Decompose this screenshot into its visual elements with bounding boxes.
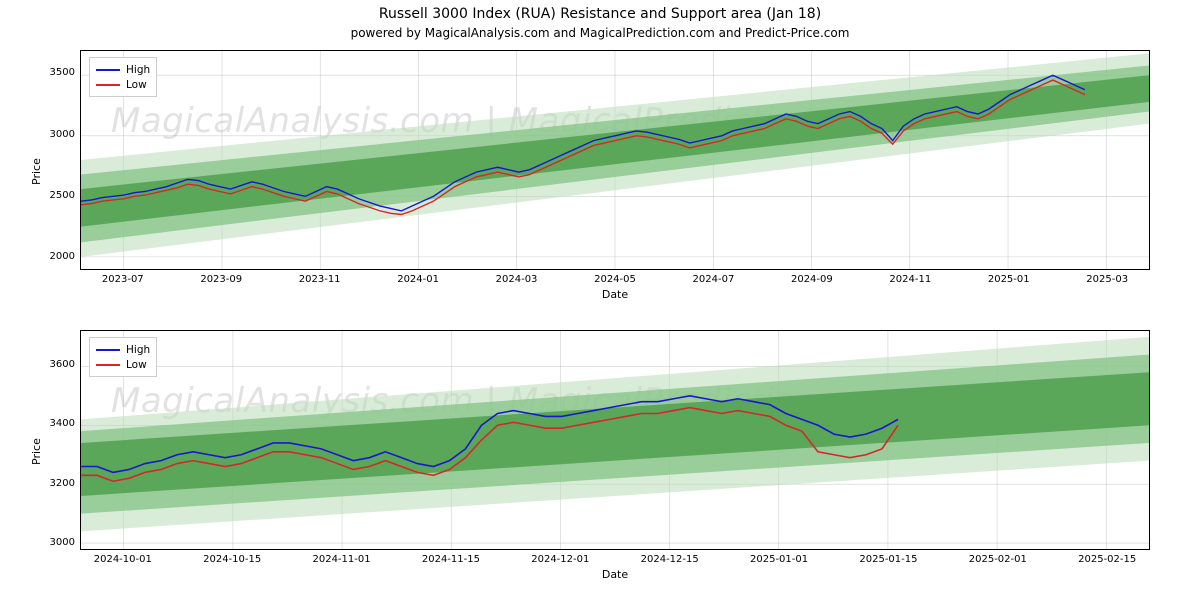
chart-subtitle: powered by MagicalAnalysis.com and Magic… — [0, 26, 1200, 40]
xtick-label: 2024-03 — [477, 274, 557, 285]
legend-swatch-low — [96, 84, 120, 86]
legend: High Low — [89, 337, 157, 377]
chart-title: Russell 3000 Index (RUA) Resistance and … — [0, 6, 1200, 22]
legend-label-low: Low — [126, 79, 147, 91]
legend-item-high: High — [96, 62, 150, 77]
legend-swatch-low — [96, 364, 120, 366]
legend: High Low — [89, 57, 157, 97]
xtick-label: 2024-12-15 — [630, 554, 710, 565]
xtick-label: 2024-09 — [772, 274, 852, 285]
xtick-label: 2023-09 — [181, 274, 261, 285]
xtick-label: 2025-02-01 — [958, 554, 1038, 565]
xtick-label: 2024-10-15 — [192, 554, 272, 565]
xtick-label: 2024-11-01 — [302, 554, 382, 565]
xtick-label: 2023-11 — [280, 274, 360, 285]
xtick-label: 2024-11-15 — [411, 554, 491, 565]
legend-label-low: Low — [126, 359, 147, 371]
ylabel-top: Price — [30, 158, 43, 185]
plot-svg-top — [81, 51, 1149, 269]
legend-label-high: High — [126, 344, 150, 356]
xtick-label: 2025-01-01 — [739, 554, 819, 565]
legend-label-high: High — [126, 64, 150, 76]
xlabel-top: Date — [80, 288, 1150, 301]
xtick-label: 2024-11 — [870, 274, 950, 285]
legend-item-low: Low — [96, 357, 150, 372]
xtick-label: 2025-01-15 — [848, 554, 928, 565]
figure-root: Russell 3000 Index (RUA) Resistance and … — [0, 0, 1200, 600]
legend-swatch-high — [96, 349, 120, 351]
xtick-label: 2024-01 — [378, 274, 458, 285]
ytick-label: 3600 — [35, 359, 75, 370]
xtick-label: 2024-07 — [673, 274, 753, 285]
ytick-label: 3500 — [35, 67, 75, 78]
xtick-label: 2024-12-01 — [520, 554, 600, 565]
xtick-label: 2025-02-15 — [1067, 554, 1147, 565]
ylabel-bottom: Price — [30, 438, 43, 465]
xtick-label: 2023-07 — [83, 274, 163, 285]
legend-swatch-high — [96, 69, 120, 71]
legend-item-high: High — [96, 342, 150, 357]
ytick-label: 3400 — [35, 418, 75, 429]
ytick-label: 3000 — [35, 129, 75, 140]
chart-panel-bottom: MagicalAnalysis.com | MagicalPrediction.… — [80, 330, 1150, 550]
xtick-label: 2024-05 — [575, 274, 655, 285]
plot-svg-bottom — [81, 331, 1149, 549]
chart-panel-top: MagicalAnalysis.com | MagicalPrediction.… — [80, 50, 1150, 270]
legend-item-low: Low — [96, 77, 150, 92]
xtick-label: 2024-10-01 — [83, 554, 163, 565]
xtick-label: 2025-01 — [969, 274, 1049, 285]
xtick-label: 2025-03 — [1067, 274, 1147, 285]
ytick-label: 2000 — [35, 251, 75, 262]
ytick-label: 2500 — [35, 190, 75, 201]
ytick-label: 3200 — [35, 478, 75, 489]
ytick-label: 3000 — [35, 537, 75, 548]
xlabel-bottom: Date — [80, 568, 1150, 581]
